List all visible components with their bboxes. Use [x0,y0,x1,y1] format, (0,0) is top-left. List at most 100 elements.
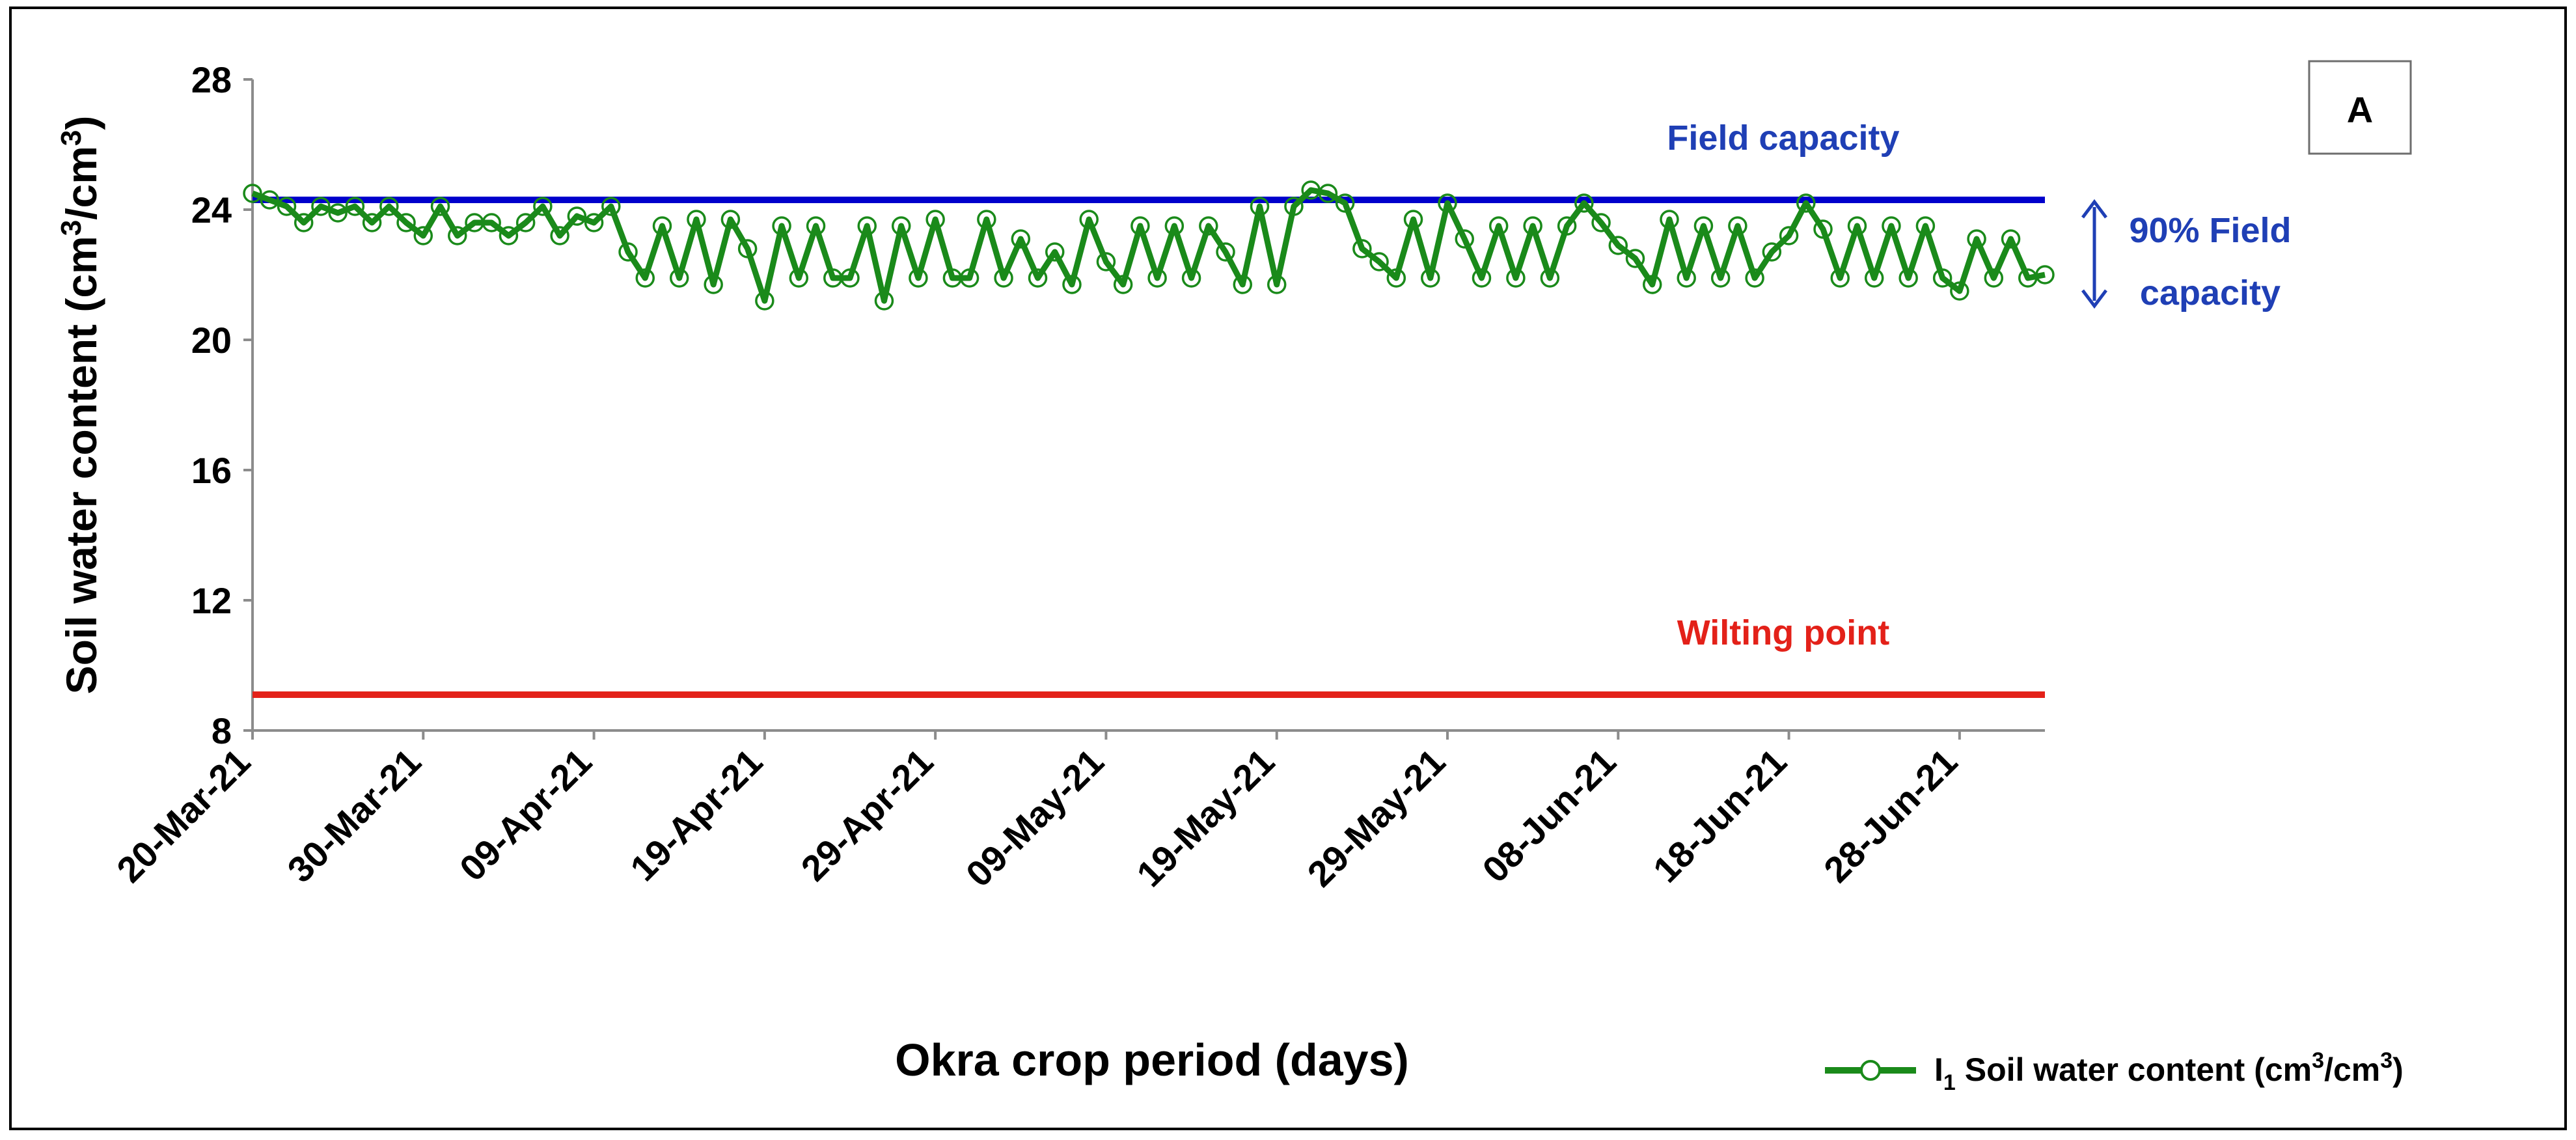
series-point [1642,275,1662,294]
legend-swatch-marker [1860,1060,1881,1081]
series-point [618,242,638,262]
series-point [1813,219,1833,239]
y-tick-label: 20 [191,320,232,361]
figure-border [9,7,2567,1130]
series-point [737,239,758,258]
series-point [1796,193,1816,213]
y-tick-label: 24 [191,189,232,230]
series-point [515,213,536,232]
series-point [874,291,894,311]
series-point [891,216,911,236]
series-point [277,197,297,216]
series-layer [243,180,2055,311]
reference-lines [253,197,2045,698]
series-point [789,268,809,288]
series-point [1693,216,1714,236]
series-point [601,197,621,216]
series-point [1506,268,1526,288]
annotation-line-2: capacity [2140,273,2281,313]
series-point [1352,239,1372,258]
series-point [396,213,416,232]
series-point [1028,268,1048,288]
series-point [840,268,860,288]
series-point [1540,268,1560,288]
y-tick-label: 28 [191,59,232,100]
series-point [584,213,604,232]
series-point [379,197,399,216]
series-point [1216,242,1235,262]
series-point [243,184,262,203]
y-ticks: 8 12 16 20 24 28 [191,59,253,751]
series-point [499,226,519,245]
field-capacity-range-arrow [2081,199,2107,309]
series-point [1113,275,1133,294]
series-point [1882,216,1901,236]
series-point [1284,197,1304,216]
series-point [1967,229,1986,249]
series-point [1557,216,1577,236]
series-point [1745,268,1764,288]
series-point [635,268,655,288]
series-point [1950,281,1969,301]
series-point [1591,213,1611,232]
field-capacity-label: Field capacity [1667,118,1899,158]
series-point [959,268,980,288]
series-point [1335,193,1355,213]
series-point [328,203,348,223]
series-point [925,210,945,229]
series-point [1147,268,1167,288]
series-point [994,268,1013,288]
series-point [345,197,365,216]
series-point [1181,268,1201,288]
panel-label-box [2308,60,2412,155]
series-point [1438,193,1457,213]
series-point [362,213,382,232]
wilting-point-label: Wilting point [1677,613,1889,652]
series-point [755,291,774,311]
series-point [430,197,450,216]
y-tick-label: 12 [191,580,232,621]
series-point [806,216,826,236]
series-point [1164,216,1185,236]
series-point [1011,229,1031,249]
series-point [533,197,553,216]
series-point [1677,268,1696,288]
series-point [2035,265,2055,285]
series-point [1523,216,1542,236]
series-point [1096,252,1116,271]
series-point [1779,226,1799,245]
series-point [550,226,569,245]
series-point [1130,216,1150,236]
series-point [311,197,331,216]
series-point [482,213,501,232]
series-point [1932,268,1953,288]
series-point [1455,229,1474,249]
series-point [1472,268,1492,288]
series-point [1710,268,1731,288]
series-point [1386,268,1406,288]
series-point [687,210,706,229]
x-axis-title: Okra crop period (days) [895,1035,1409,1085]
series-point [1864,268,1884,288]
series-point [1403,210,1423,229]
series-point [720,210,741,229]
series-point [1847,216,1867,236]
legend: I1 Soil water content (cm3/cm3) [1825,1048,2404,1095]
series-point [1250,197,1270,216]
y-axis-title: Soil water content (cm3/cm3) [55,116,105,695]
series-point [1369,252,1389,271]
series-point [909,268,928,288]
series-point [413,226,433,245]
series-point [1045,242,1065,262]
y-tick-label: 16 [191,450,232,491]
series-point [1898,268,1918,288]
series-point [1267,275,1287,294]
series-point [567,206,587,226]
series-point [1488,216,1509,236]
series-point [260,190,279,210]
series-point [1062,275,1082,294]
annotation-line-1: 90% Field [2129,211,2291,250]
series-line [251,187,2046,304]
series-point [1079,210,1099,229]
